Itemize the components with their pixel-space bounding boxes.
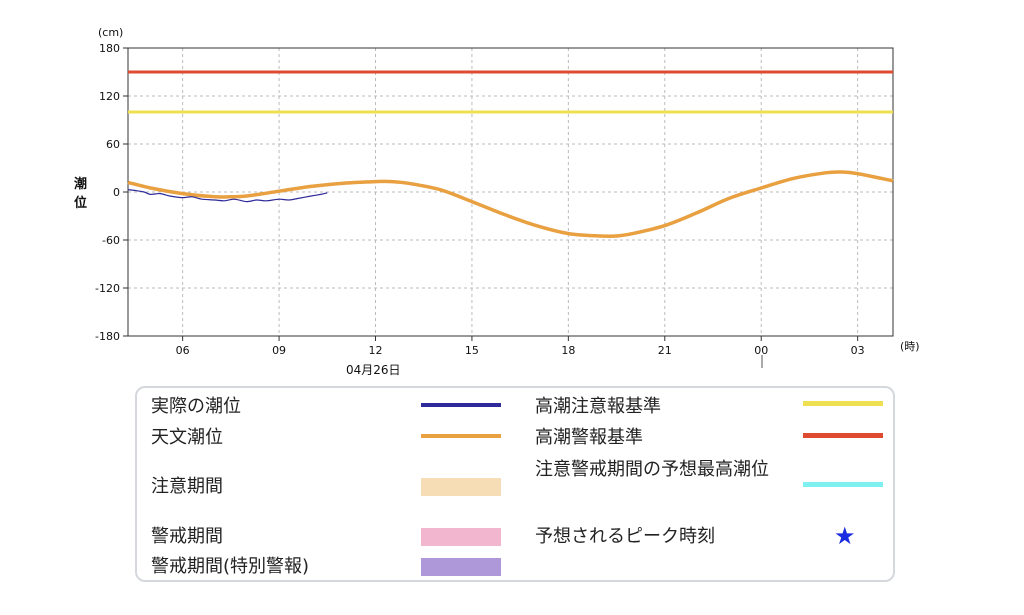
- x-tick-label: 21: [658, 344, 672, 357]
- x-tick-label: 00: [754, 344, 768, 357]
- legend-label-peak-time: 予想されるピーク時刻: [535, 526, 715, 547]
- y-axis-label-2: 位: [74, 195, 87, 211]
- legend-swatch-advisory-level: [803, 401, 883, 406]
- legend-swatch-special-warning-period: [421, 558, 501, 576]
- y-tick-label: 120: [99, 90, 120, 103]
- legend-label-special-warning-period: 警戒期間(特別警報): [151, 556, 310, 577]
- tide-chart: (cm) 潮 位 (時) 04月26日 180120600-60-120-180…: [74, 26, 920, 377]
- legend-swatch-warning-period: [421, 528, 501, 546]
- y-tick-label: -60: [102, 234, 120, 247]
- legend-label-warning-level: 高潮警報基準: [535, 427, 643, 448]
- x-unit-label: (時): [900, 340, 920, 353]
- series-line-0: [127, 170, 894, 239]
- legend: 実際の潮位 天文潮位 注意期間 警戒期間 警戒期間(特別警報) 高潮注意報基準 …: [135, 386, 895, 582]
- legend-swatch-warning-level: [803, 433, 883, 438]
- x-tick-label: 15: [465, 344, 479, 357]
- x-tick-label: 03: [851, 344, 865, 357]
- legend-label-caution-period: 注意期間: [151, 476, 223, 497]
- legend-label-astronomical: 天文潮位: [151, 427, 223, 448]
- series-line-1: [127, 189, 328, 203]
- legend-label-warning-period: 警戒期間: [151, 526, 223, 547]
- legend-label-forecast-max: 注意警戒期間の予想最高潮位: [535, 459, 769, 480]
- y-tick-label: -180: [95, 330, 120, 343]
- legend-label-actual: 実際の潮位: [151, 396, 241, 417]
- x-tick-label: 12: [369, 344, 383, 357]
- y-tick-label: 0: [113, 186, 120, 199]
- legend-swatch-forecast-max: [803, 482, 883, 487]
- y-unit-label: (cm): [98, 26, 123, 39]
- y-tick-label: 60: [106, 138, 120, 151]
- legend-swatch-caution-period: [421, 478, 501, 496]
- legend-swatch-actual: [421, 403, 501, 407]
- x-tick-label: 09: [272, 344, 286, 357]
- y-axis-label-1: 潮: [74, 176, 87, 192]
- x-tick-label: 06: [176, 344, 190, 357]
- star-icon: ★: [834, 522, 856, 550]
- y-tick-label: -120: [95, 282, 120, 295]
- plot-frame: [127, 47, 894, 337]
- legend-label-advisory-level: 高潮注意報基準: [535, 396, 661, 417]
- y-tick-label: 180: [99, 42, 120, 55]
- date-label: 04月26日: [346, 363, 401, 377]
- legend-swatch-astronomical: [421, 434, 501, 438]
- x-tick-label: 18: [561, 344, 575, 357]
